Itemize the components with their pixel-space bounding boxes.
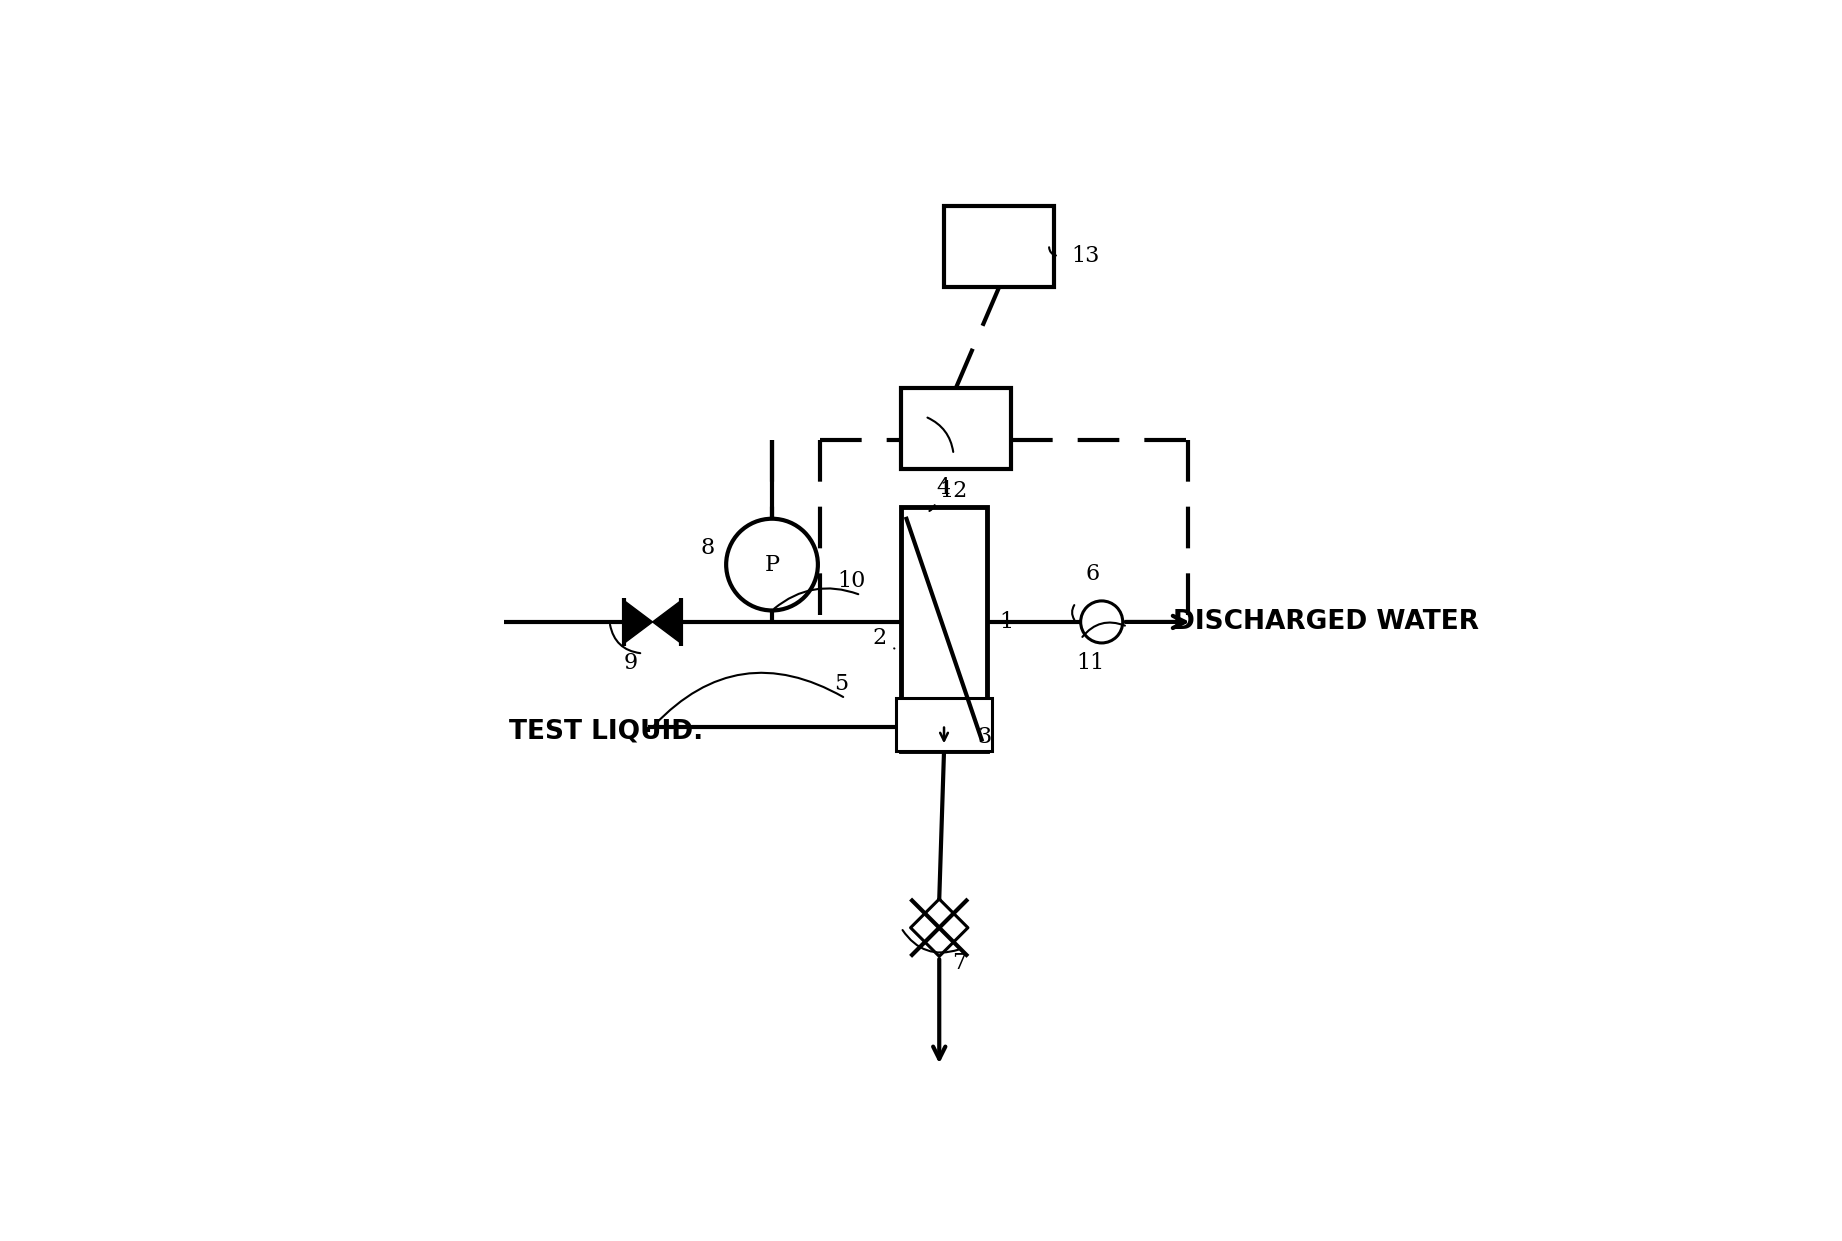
Text: 4: 4	[936, 477, 950, 499]
Polygon shape	[624, 601, 652, 643]
Polygon shape	[652, 601, 682, 643]
Text: 8: 8	[700, 537, 715, 560]
Text: 1: 1	[1000, 611, 1013, 633]
Text: 6: 6	[1085, 563, 1100, 586]
Bar	[897, 699, 991, 751]
Bar	[943, 206, 1054, 288]
Text: 7: 7	[952, 952, 965, 974]
Text: 9: 9	[624, 652, 637, 674]
Text: 10: 10	[836, 570, 866, 592]
Text: 5: 5	[834, 673, 849, 695]
Text: DISCHARGED WATER: DISCHARGED WATER	[1173, 609, 1479, 635]
Bar	[901, 388, 1011, 469]
Text: 12: 12	[939, 480, 967, 503]
Text: P: P	[764, 553, 779, 576]
Bar	[901, 508, 987, 751]
Text: 11: 11	[1076, 652, 1103, 674]
Text: TEST LIQUID.: TEST LIQUID.	[508, 719, 704, 745]
Text: 13: 13	[1070, 244, 1100, 267]
Text: 3: 3	[978, 726, 991, 747]
Text: 2: 2	[873, 627, 886, 649]
